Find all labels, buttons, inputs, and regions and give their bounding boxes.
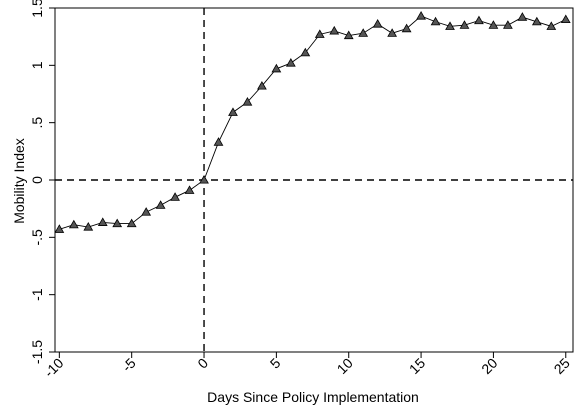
data-point-triangle (199, 174, 209, 184)
y-tick-label: -1 (29, 288, 45, 301)
data-point-triangle (343, 30, 354, 40)
y-tick-label: 1.5 (29, 0, 45, 18)
data-point-triangle (112, 218, 123, 228)
data-point-triangle (372, 19, 383, 28)
data-point-triangle (126, 218, 137, 228)
data-point-triangle (459, 20, 470, 29)
data-point-triangle (54, 224, 65, 233)
data-point-triangle (257, 80, 267, 90)
data-point-triangle (474, 15, 484, 25)
y-axis-label: Mobility Index (11, 138, 27, 224)
data-point-triangle (170, 192, 180, 201)
x-axis-label: Days Since Policy Implementation (207, 389, 419, 405)
y-tick-label: 0 (29, 176, 45, 184)
data-point-triangle (445, 21, 455, 30)
data-point-triangle (430, 16, 441, 26)
y-tick-label: .5 (29, 117, 45, 129)
x-tick-label: 25 (551, 355, 573, 377)
data-point-triangle (213, 137, 224, 146)
data-point-triangle (300, 47, 311, 57)
y-tick-label: -.5 (29, 229, 45, 246)
data-point-triangle (271, 63, 282, 73)
data-point-triangle (517, 12, 528, 21)
data-point-triangle (531, 16, 542, 26)
y-tick-label: 1 (29, 61, 45, 69)
data-point-triangle (401, 23, 412, 33)
data-point-triangle (416, 11, 426, 20)
data-point-triangle (502, 20, 513, 29)
data-point-triangle (228, 107, 238, 116)
data-point-triangle (155, 200, 166, 209)
data-point-triangle (68, 219, 79, 229)
axes: -1.5-1-.50.511.5-10 -5 0 5 10 15 20 25 (29, 0, 574, 380)
data-point-triangle (141, 207, 152, 216)
y-tick-label: -1.5 (29, 340, 45, 364)
data-point-triangle (329, 25, 340, 35)
x-tick-label: 20 (478, 355, 500, 377)
data-point-triangle (358, 28, 369, 37)
data-point-triangle (184, 185, 195, 194)
x-tick-label: 15 (406, 355, 428, 377)
plot-area (54, 8, 573, 352)
data-point-triangle (488, 20, 499, 29)
x-tick-label: 0 (194, 355, 211, 372)
data-point-triangle (83, 222, 94, 231)
x-tick-label: 5 (267, 355, 284, 372)
data-point-triangle (285, 58, 296, 67)
data-point-triangle (242, 97, 253, 106)
data-point-triangle (97, 217, 108, 226)
data-point-triangle (546, 21, 557, 30)
x-tick-label: -5 (119, 355, 139, 375)
series-line (59, 15, 566, 230)
data-point-triangle (314, 29, 325, 38)
data-point-triangle (560, 14, 571, 24)
x-tick-label: 10 (334, 355, 356, 377)
data-point-triangle (387, 28, 398, 37)
